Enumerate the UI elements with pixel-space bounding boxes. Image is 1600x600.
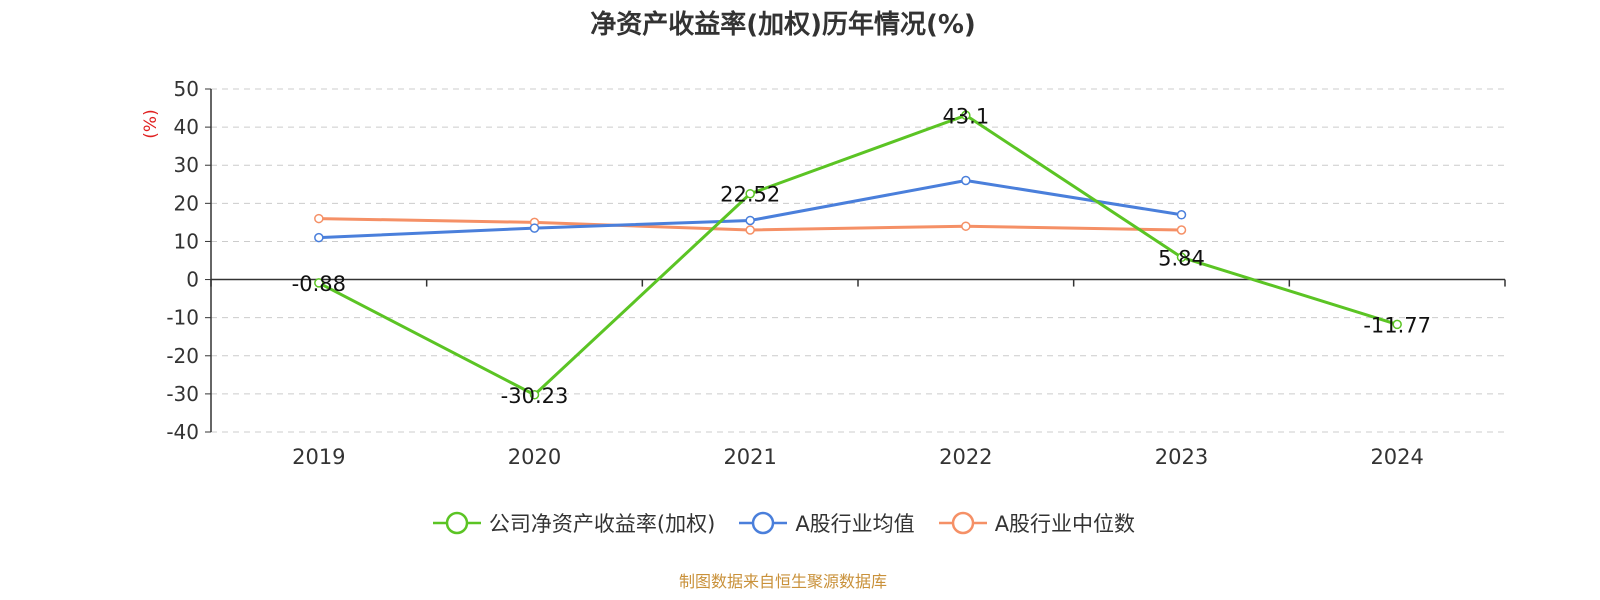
data-point[interactable] [1392, 319, 1402, 330]
data-label: -30.23 [501, 384, 569, 408]
series [314, 110, 1402, 400]
y-tick-label: 30 [174, 153, 199, 177]
series-0 [314, 110, 1402, 400]
y-tick-label: -30 [166, 382, 199, 406]
data-labels: -0.88 -30.23 22.52 43.1 5.84 -11.77 [292, 104, 1431, 407]
y-tick-label: 20 [174, 191, 199, 215]
legend-label: A股行业中位数 [994, 512, 1136, 536]
x-tick-label: 2019 [292, 445, 345, 469]
data-point[interactable] [314, 278, 324, 288]
legend-item-0[interactable]: 公司净资产收益率(加权) [431, 508, 715, 538]
data-point[interactable] [961, 221, 971, 231]
legend-swatch-icon [432, 511, 481, 535]
legend-label: 公司净资产收益率(加权) [488, 512, 716, 536]
legend-item-1[interactable]: A股行业均值 [737, 508, 915, 538]
data-point[interactable] [745, 225, 755, 235]
data-label: 22.52 [720, 183, 780, 207]
data-point[interactable] [1176, 252, 1187, 263]
grid-lines [211, 88, 1505, 433]
series-1 [314, 175, 1187, 243]
chart-title: 净资产收益率(加权)历年情况(%) [590, 10, 976, 40]
data-label: 5.84 [1158, 246, 1205, 270]
legend-item-2[interactable]: A股行业中位数 [937, 508, 1135, 538]
x-tick-label: 2023 [1155, 445, 1208, 469]
legend-swatch-icon [739, 511, 788, 535]
data-point[interactable] [1176, 210, 1187, 220]
source-note: 制图数据来自恒生聚源数据库 [678, 572, 887, 591]
x-tick-label: 2024 [1370, 445, 1423, 469]
y-tick-label: 50 [174, 77, 199, 101]
x-tick-label: 2021 [723, 445, 776, 469]
x-tick-label: 2020 [508, 445, 561, 469]
data-label: -11.77 [1363, 313, 1431, 337]
y-tick-label: -40 [166, 420, 199, 444]
line-chart: 50 40 30 20 10 0 -10 -20 -30 -40 2019 2020 2021 2022 2… [141, 77, 1506, 469]
data-point[interactable] [745, 188, 755, 199]
data-point[interactable] [529, 390, 540, 400]
data-point[interactable] [745, 215, 755, 226]
data-point[interactable] [314, 232, 324, 243]
data-label: -0.88 [292, 272, 346, 296]
series-line [318, 113, 1398, 397]
data-label: 43.1 [942, 104, 989, 128]
data-point[interactable] [961, 175, 971, 186]
y-tick-label: -20 [166, 344, 199, 368]
axes: 50 40 30 20 10 0 -10 -20 -30 -40 2019 2020 2021 2022 2… [166, 77, 1506, 469]
legend: 公司净资产收益率(加权) A股行业均值 A股行业中位数 [0, 508, 1566, 538]
y-axis-label: (%) [141, 109, 161, 138]
y-tick-label: 40 [174, 115, 199, 139]
y-tick-label: -10 [166, 306, 199, 330]
y-tick-label: 10 [174, 229, 199, 253]
x-tick-label: 2022 [939, 445, 992, 469]
data-point[interactable] [1176, 225, 1187, 235]
data-point[interactable] [529, 223, 540, 233]
legend-label: A股行业均值 [795, 512, 915, 536]
data-point[interactable] [314, 213, 324, 224]
legend-swatch-icon [938, 511, 987, 535]
data-point[interactable] [961, 110, 971, 121]
y-tick-label: 0 [186, 268, 199, 292]
